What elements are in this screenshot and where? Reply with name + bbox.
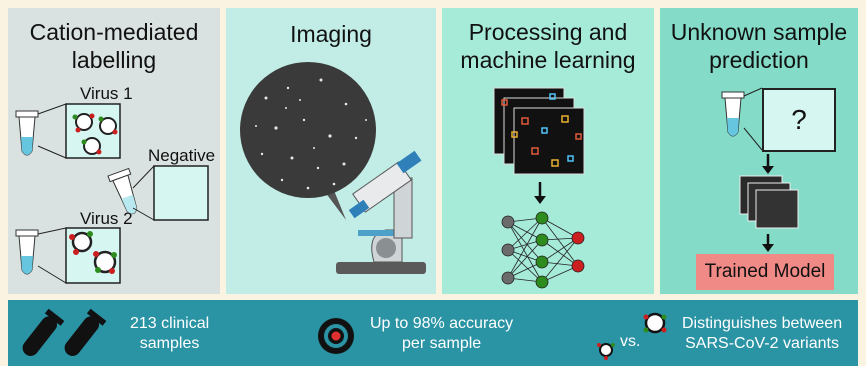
micrograph-stack (739, 175, 799, 229)
labelling-title: Cation-mediated labelling (29, 19, 199, 73)
target-icon (318, 318, 354, 354)
virus-icon (98, 116, 118, 135)
prediction-illustration (721, 87, 799, 252)
neural-network-icon (501, 211, 585, 289)
negative-label: Negative (148, 146, 216, 165)
prediction-title: Unknown sample prediction (670, 19, 848, 73)
unknown-sample-box: ? (762, 88, 836, 152)
virus2-label: Virus 2 (80, 209, 133, 228)
prediction-panel: Unknown sample prediction ? Trained Mode… (660, 8, 858, 294)
trained-model-box: Trained Model (696, 254, 834, 290)
tube-icon (15, 229, 39, 275)
micrograph-circle (240, 62, 376, 198)
labelling-panel: Cation-mediated labelling Virus 1 Negati… (8, 8, 220, 294)
virus-icon (81, 137, 102, 155)
processing-illustration (493, 87, 585, 289)
virus-icon (69, 231, 93, 255)
micrograph-spots (255, 78, 367, 190)
imaging-panel: Imaging (226, 8, 436, 294)
summary-bar: 213 clinical samples Up to 98% accuracy … (8, 300, 858, 366)
imaging-title: Imaging (290, 21, 372, 47)
negative-box (153, 165, 209, 221)
processed-image-stack (493, 87, 585, 175)
virus1-label: Virus 1 (80, 84, 133, 103)
tube-icon (721, 91, 745, 137)
virus-icon (597, 343, 615, 360)
summary-icons (22, 308, 667, 360)
imaging-illustration (240, 62, 426, 274)
samples-text: 213 clinical samples (130, 315, 210, 352)
down-arrow-icon (762, 154, 774, 174)
labelling-illustration (15, 103, 209, 284)
virus-icon (72, 113, 95, 133)
microscope-icon (336, 150, 426, 274)
accuracy-text: Up to 98% accuracy per sample (370, 315, 514, 352)
tube-icon (107, 167, 138, 215)
down-arrow-icon (762, 234, 774, 252)
processing-panel: Processing and machine learning (442, 8, 654, 294)
virus-icon (93, 250, 117, 274)
variants-text: Distinguishes between SARS-CoV-2 variant… (682, 315, 843, 352)
vs-label: vs. (620, 333, 641, 350)
test-tubes-icon (22, 308, 107, 356)
tube-icon (15, 110, 39, 156)
virus-icon (643, 312, 667, 334)
processing-title: Processing and machine learning (460, 19, 636, 73)
down-arrow-icon (534, 182, 546, 204)
